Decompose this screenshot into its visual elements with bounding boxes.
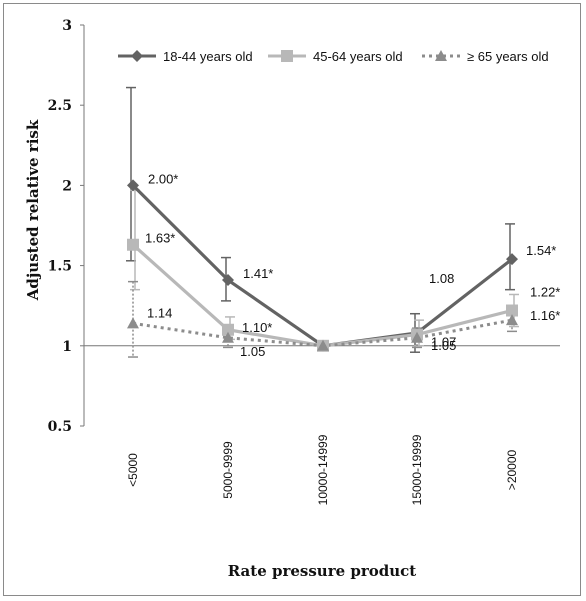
data-label: 1.05 [240, 344, 265, 359]
data-label: 1.05 [431, 338, 456, 353]
data-label: 2.00* [148, 171, 178, 186]
x-tick-label: >20000 [505, 449, 519, 490]
legend-marker-3 [435, 50, 447, 61]
x-tick-label: <5000 [126, 453, 140, 487]
data-point-s1 [127, 179, 139, 192]
data-point-s3 [222, 331, 234, 343]
data-label: 1.16* [530, 308, 560, 323]
series-line-1 [131, 184, 513, 348]
data-point-s3 [411, 331, 423, 343]
x-tick-label: 15000-19999 [410, 434, 424, 505]
data-point-s2 [222, 323, 234, 336]
x-tick-label: 10000-14999 [316, 434, 330, 505]
data-label: 1.14 [147, 305, 172, 320]
legend-marker-1 [131, 50, 143, 62]
chart-frame [3, 3, 581, 596]
axes [80, 24, 560, 427]
y-tick-label: 0.5 [48, 419, 72, 435]
series-lines [131, 184, 513, 348]
legend-marker-2 [281, 50, 293, 62]
data-point-s3 [506, 314, 518, 326]
y-tick-label: 3 [62, 18, 72, 34]
x-axis-label: Rate pressure product [228, 562, 417, 580]
data-label: 1.10* [242, 320, 272, 335]
data-label: 1.54* [526, 243, 556, 258]
data-point-s2 [127, 238, 139, 251]
x-tick-labels: <5000 5000-9999 10000-14999 15000-19999 >200… [126, 434, 519, 505]
legend-label-2: 45-64 years old [313, 49, 403, 64]
data-label: 1.41* [243, 266, 273, 281]
y-tick-labels: 0.5 1 1.5 2 2.5 3 [48, 18, 72, 435]
error-bars [126, 86, 519, 358]
y-tick-label: 2.5 [48, 98, 72, 114]
legend-label-1: 18-44 years old [163, 49, 253, 64]
series-markers [127, 179, 518, 352]
data-point-s1 [222, 274, 234, 287]
data-label: 1.63* [145, 231, 175, 246]
data-point-s3 [317, 339, 329, 351]
data-label: 1.08 [429, 271, 454, 286]
data-point-s2 [506, 304, 518, 317]
y-tick-label: 1.5 [48, 259, 72, 275]
x-tick-label: 5000-9999 [221, 441, 235, 499]
data-label: 1.07 [431, 335, 456, 350]
data-point-s1 [506, 253, 518, 266]
data-point-s3 [127, 317, 139, 329]
y-tick-label: 2 [62, 178, 72, 194]
y-axis-label: Adjusted relative risk [24, 119, 42, 301]
y-tick-label: 1 [62, 339, 72, 355]
data-labels: 2.00* 1.41* 1.08 1.54* 1.63* 1.10* 1.07 1.22* 1.… [145, 171, 560, 358]
legend-label-3: ≥ 65 years old [467, 49, 549, 64]
data-label: 1.22* [530, 285, 560, 300]
legend: 18-44 years old 45-64 years old ≥ 65 years… [118, 49, 549, 64]
